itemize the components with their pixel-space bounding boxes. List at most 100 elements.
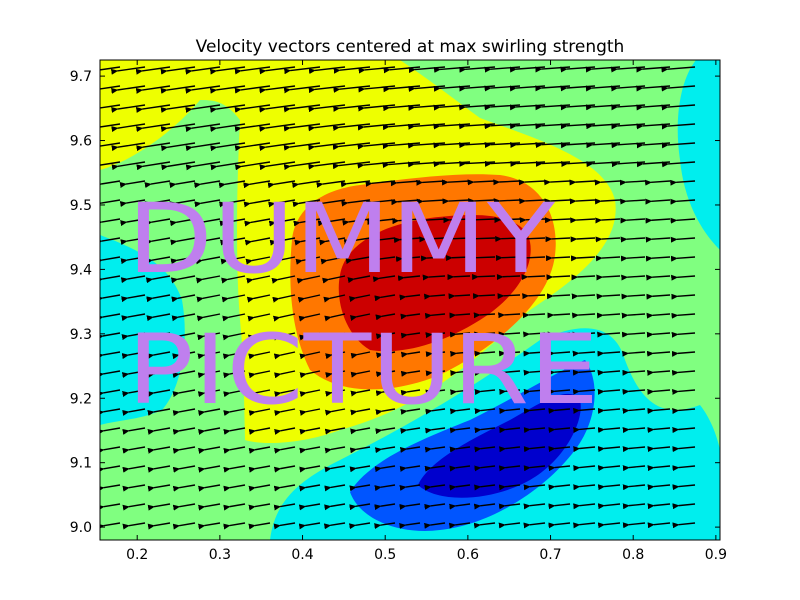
velocity-arrow (333, 66, 371, 74)
velocity-arrow (169, 180, 196, 189)
velocity-arrow (259, 66, 296, 75)
velocity-arrow (370, 256, 396, 264)
velocity-arrow (135, 66, 171, 75)
velocity-arrow (620, 236, 646, 243)
velocity-arrow (400, 313, 421, 320)
velocity-arrow (172, 408, 196, 416)
velocity-arrow (147, 446, 171, 454)
velocity-arrow (597, 369, 621, 376)
velocity-arrow (171, 313, 196, 322)
velocity-arrow (222, 351, 246, 360)
velocity-arrow (308, 161, 346, 170)
velocity-arrow (424, 503, 446, 510)
velocity-arrow (121, 294, 146, 303)
velocity-arrow (198, 503, 221, 511)
velocity-arrow (596, 312, 621, 319)
velocity-arrow (248, 389, 271, 398)
velocity-arrow (218, 199, 246, 208)
velocity-arrow (243, 199, 271, 208)
velocity-arrow (332, 123, 371, 131)
velocity-arrow (223, 522, 246, 530)
velocity-arrow (442, 198, 471, 205)
velocity-arrow (622, 427, 646, 433)
velocity-arrow (342, 218, 371, 226)
velocity-arrow (493, 198, 521, 205)
velocity-arrow (248, 522, 271, 530)
velocity-arrow (325, 370, 346, 378)
velocity-arrow (316, 199, 346, 208)
velocity-arrow (274, 370, 296, 379)
velocity-arrow (122, 408, 146, 416)
velocity-arrow (497, 293, 521, 300)
velocity-arrow (423, 293, 446, 300)
velocity-arrow (291, 180, 321, 189)
velocity-arrow (391, 199, 421, 206)
velocity-arrow (449, 312, 471, 319)
velocity-arrow (597, 484, 621, 491)
velocity-arrow (248, 427, 271, 435)
velocity-arrow (523, 388, 546, 395)
velocity-arrow (209, 66, 246, 75)
velocity-arrow (449, 446, 471, 453)
velocity-arrow (332, 142, 371, 151)
velocity-arrow (470, 254, 496, 261)
velocity-arrow (122, 446, 146, 454)
velocity-arrow (221, 294, 246, 303)
velocity-arrow (185, 85, 221, 94)
velocity-arrow (248, 484, 271, 492)
velocity-arrow (622, 407, 646, 414)
velocity-arrow (423, 522, 446, 529)
velocity-arrow (100, 66, 121, 71)
velocity-arrow (523, 465, 546, 472)
velocity-arrow (672, 503, 696, 510)
contour-level-red (338, 215, 531, 352)
velocity-arrow (243, 180, 271, 189)
velocity-arrow (672, 407, 696, 414)
velocity-arrow (119, 180, 146, 188)
velocity-arrow (146, 332, 171, 341)
velocity-arrow (322, 275, 346, 284)
velocity-arrow (325, 389, 346, 397)
velocity-arrow (274, 446, 296, 454)
velocity-arrow (498, 522, 521, 529)
velocity-arrow (672, 427, 696, 434)
velocity-arrow (308, 66, 346, 75)
x-tick-label: 0.3 (209, 547, 231, 563)
velocity-arrow (147, 465, 171, 473)
velocity-arrow (375, 389, 396, 397)
velocity-arrow (147, 503, 171, 511)
velocity-arrow (196, 313, 221, 322)
velocity-arrow (196, 294, 221, 303)
velocity-arrow (670, 179, 696, 186)
velocity-arrow (100, 522, 121, 530)
velocity-arrow (273, 484, 296, 492)
velocity-arrow (299, 351, 321, 360)
velocity-arrow (449, 427, 471, 434)
velocity-arrow (368, 237, 396, 245)
velocity-arrow (400, 408, 421, 415)
velocity-arrow (209, 85, 246, 94)
velocity-arrow (671, 274, 696, 281)
velocity-arrow (520, 236, 546, 243)
velocity-arrow (247, 313, 271, 322)
velocity-arrow (399, 484, 421, 491)
velocity-arrow (111, 161, 146, 171)
velocity-arrow (647, 522, 671, 529)
velocity-arrow (172, 503, 196, 511)
velocity-arrow (399, 465, 421, 472)
velocity-arrow (100, 370, 121, 378)
velocity-arrow (422, 274, 446, 281)
velocity-arrow (121, 351, 146, 360)
velocity-arrow (416, 179, 446, 186)
velocity-arrow (273, 522, 296, 530)
velocity-arrow (170, 256, 196, 265)
velocity-arrow (234, 142, 271, 152)
velocity-arrow (572, 312, 596, 319)
velocity-arrow (473, 503, 496, 510)
velocity-arrow (622, 350, 646, 357)
velocity-arrow (296, 275, 321, 284)
velocity-arrow (120, 275, 146, 284)
velocity-arrow (325, 351, 346, 360)
velocity-arrow (572, 369, 596, 376)
velocity-arrow (594, 198, 621, 205)
